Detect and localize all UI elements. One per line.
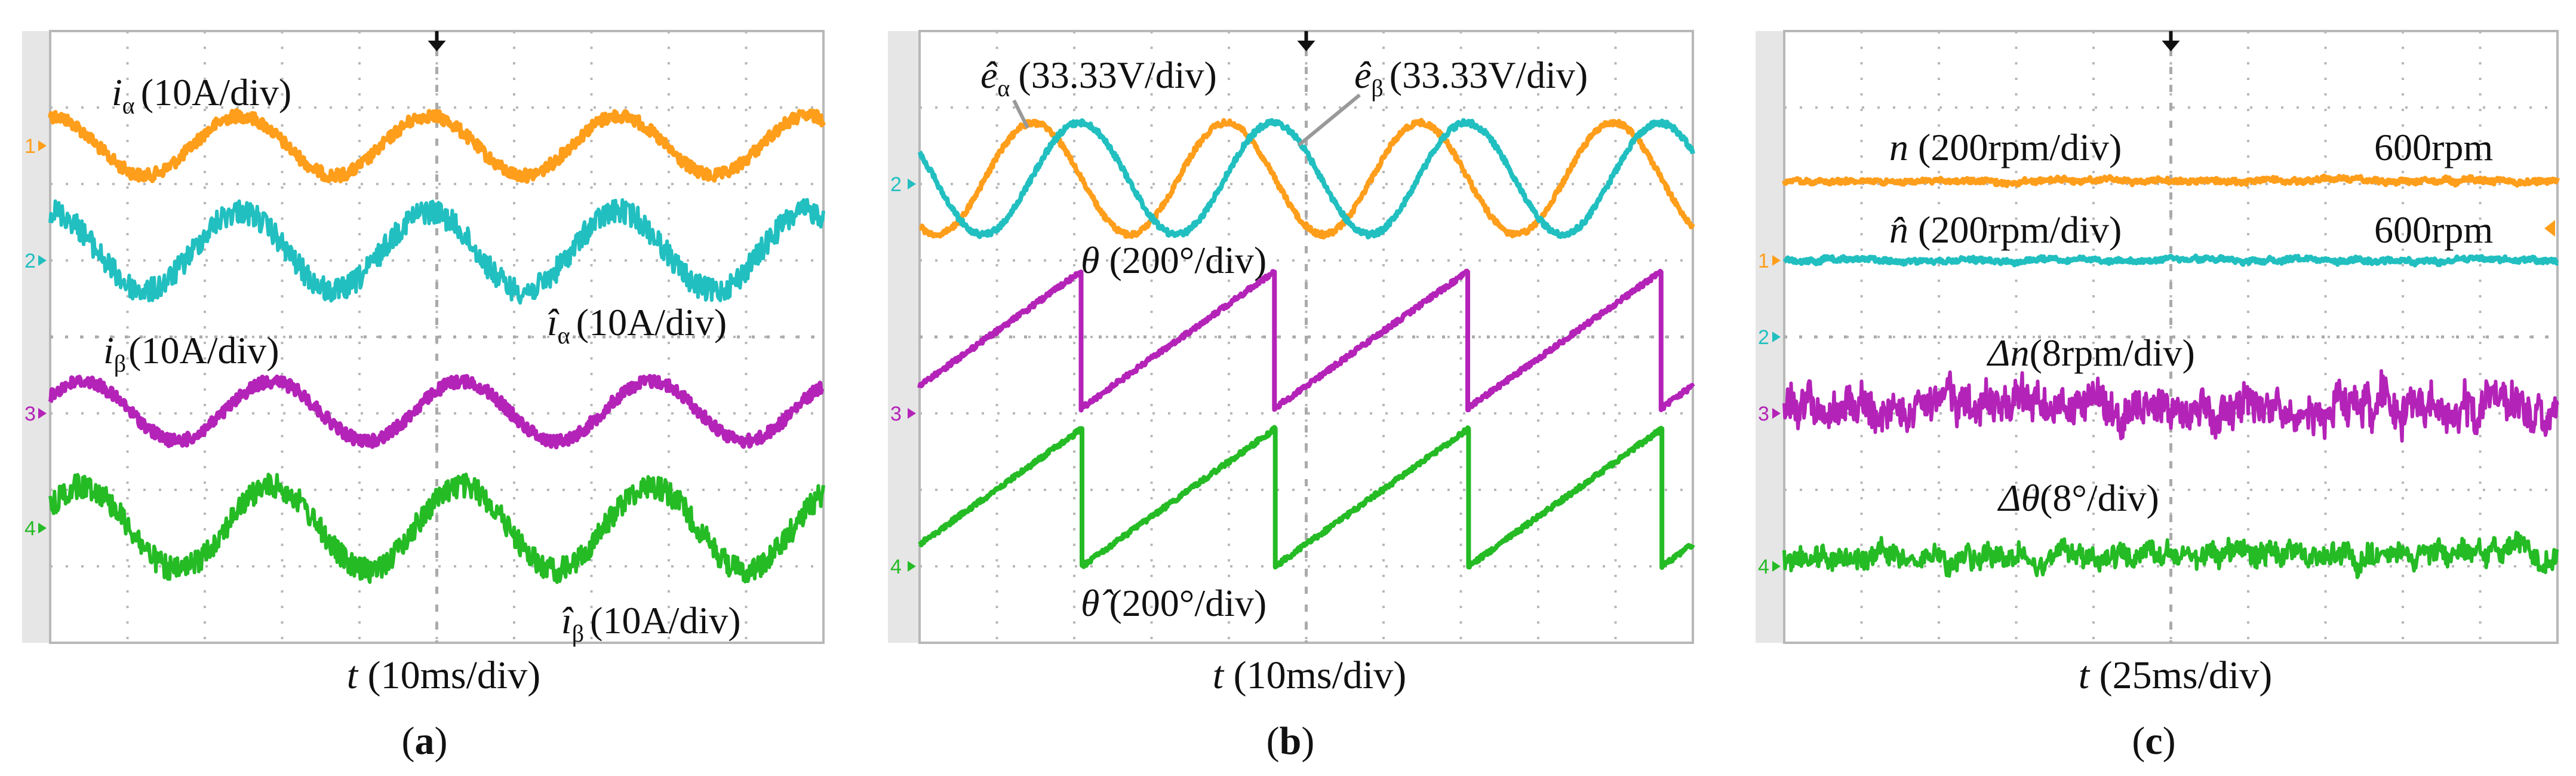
trace-orange	[918, 118, 1695, 240]
channel-marker-3[interactable]: 3	[24, 403, 36, 425]
channel-marker-arrow-icon	[1772, 561, 1781, 572]
x-axis-label-b: t (10ms/div)	[1213, 654, 1407, 697]
trace-magenta	[917, 268, 1695, 413]
panel-b: 2 3 4	[888, 30, 1695, 644]
channel-marker-2[interactable]: 2	[890, 173, 902, 196]
label-delta-n: Δn(8rpm/div)	[1986, 332, 2195, 374]
panel-a: 1 2 3 4	[22, 30, 826, 644]
label-i-alpha-hat: îα (10A/div)	[547, 301, 727, 349]
channel-marker-3[interactable]: 3	[890, 403, 902, 425]
label-i-beta: iβ(10A/div)	[103, 329, 279, 377]
label-e-alpha-hat: êα (33.33V/div)	[980, 54, 1217, 102]
trace-orange	[48, 108, 826, 184]
x-axis-label-a: t (10ms/div)	[347, 654, 541, 697]
trigger-arrow-icon	[428, 31, 446, 51]
channel-marker-arrow-icon	[1772, 408, 1781, 419]
trace-magenta	[48, 373, 825, 450]
trace-cyan	[1782, 253, 2559, 268]
channel-marker-arrow-icon	[1772, 255, 1781, 266]
trigger-level-arrow-icon	[2544, 220, 2555, 237]
label-n-hat: n̂ (200rpm/div)	[1889, 208, 2122, 251]
caption-b: (b)	[1267, 719, 1315, 763]
channel-marker-arrow-icon	[38, 408, 47, 419]
trigger-arrow-icon	[2162, 31, 2180, 51]
caption-c: (c)	[2132, 719, 2175, 763]
label-theta: θ (200°/div)	[1081, 239, 1267, 281]
channel-marker-3[interactable]: 3	[1758, 403, 1769, 425]
label-theta-hat: θ̂ (200°/div)	[1081, 582, 1267, 624]
channel-marker-arrow-icon	[1772, 332, 1781, 342]
trace-cyan	[48, 198, 825, 305]
channel-marker-arrow-icon	[908, 179, 916, 189]
channel-marker-arrow-icon	[38, 255, 47, 266]
label-delta-theta: Δθ(8°/div)	[1997, 477, 2159, 519]
trace-green	[918, 425, 1695, 570]
channel-marker-1[interactable]: 1	[24, 135, 36, 158]
trace-orange	[1782, 173, 2560, 188]
label-n: n (200rpm/div)	[1889, 126, 2122, 168]
trace-green	[48, 473, 825, 584]
channel-marker-arrow-icon	[38, 523, 47, 533]
channel-marker-arrow-icon	[38, 140, 47, 151]
channel-marker-1[interactable]: 1	[1758, 250, 1769, 272]
channel-marker-arrow-icon	[908, 408, 916, 419]
channel-marker-2[interactable]: 2	[24, 250, 36, 272]
channel-marker-2[interactable]: 2	[1758, 326, 1769, 349]
channel-marker-4[interactable]: 4	[890, 556, 902, 578]
channel-strip	[888, 31, 920, 643]
trigger-arrow-icon	[1297, 31, 1315, 51]
label-e-beta-hat: êβ (33.33V/div)	[1354, 54, 1588, 102]
trace-green	[1782, 530, 2559, 579]
trace-magenta	[1782, 369, 2559, 443]
channel-strip	[22, 31, 50, 643]
value-n-hat: 600rpm	[2374, 208, 2493, 251]
label-i-beta-hat: îβ (10A/div)	[561, 599, 741, 647]
value-n: 600rpm	[2374, 126, 2493, 168]
channel-marker-4[interactable]: 4	[24, 517, 36, 540]
label-i-alpha: iα (10A/div)	[112, 71, 291, 119]
leader-line-e-alpha	[1012, 99, 1029, 129]
leader-line-e-beta	[1298, 93, 1361, 147]
caption-a: (a)	[402, 719, 448, 763]
panel-c: 1 2 3 4	[1756, 30, 2560, 644]
channel-marker-arrow-icon	[908, 561, 916, 572]
channel-marker-4[interactable]: 4	[1758, 556, 1769, 578]
x-axis-label-c: t (25ms/div)	[2079, 654, 2273, 697]
trace-cyan	[917, 118, 1695, 240]
